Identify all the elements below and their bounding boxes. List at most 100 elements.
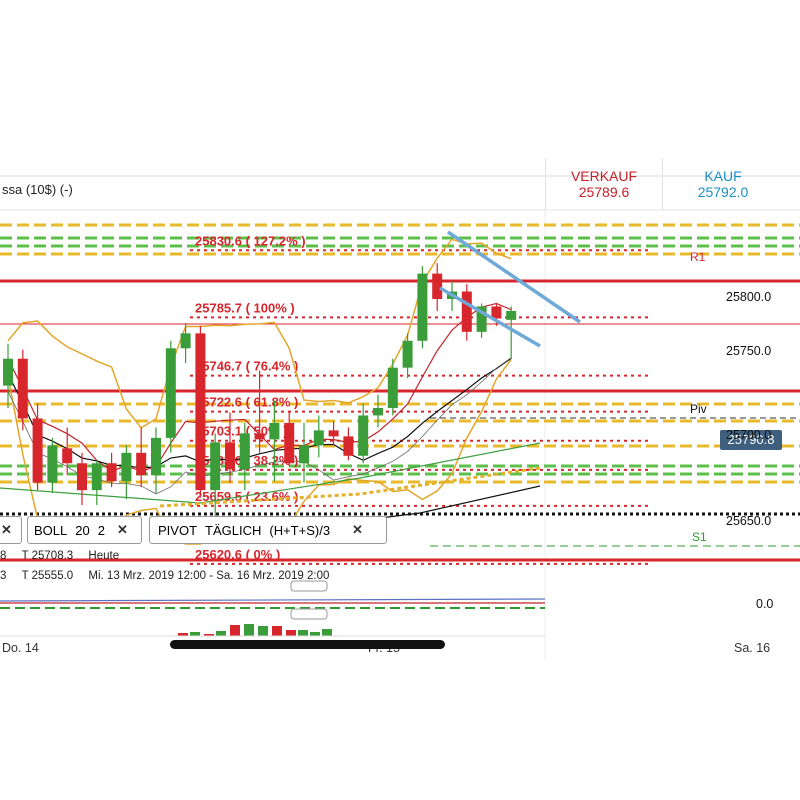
candle-body bbox=[343, 436, 354, 456]
info-period: Mi. 13 Mrz. 2019 12:00 - Sa. 16 Mrz. 201… bbox=[88, 570, 330, 582]
candle-body bbox=[506, 310, 517, 320]
candle-body bbox=[432, 273, 443, 299]
candle-body bbox=[417, 273, 428, 341]
candle-body bbox=[210, 442, 221, 491]
candle-body bbox=[328, 430, 339, 437]
time-axis-label: Sa. 16 bbox=[734, 641, 771, 655]
candle-body bbox=[402, 340, 413, 368]
info-prefix: 8 bbox=[0, 550, 7, 562]
close-icon[interactable]: ✕ bbox=[116, 522, 128, 537]
pivot-formula: (H+T+S)/3 bbox=[269, 522, 331, 538]
candle-body bbox=[269, 422, 280, 440]
candle-body bbox=[373, 408, 383, 416]
fib-level-label: 25722.6 ( 61.8% ) bbox=[195, 395, 298, 410]
info-low: T 25555.0 bbox=[21, 570, 74, 582]
candle-body bbox=[239, 433, 250, 470]
volume-bar bbox=[204, 634, 214, 636]
close-icon[interactable]: ✕ bbox=[1, 522, 12, 537]
price-axis-label: 25700.0 bbox=[726, 428, 772, 442]
instrument-title: ssa (10$) (-) bbox=[2, 182, 73, 197]
oscillator-line bbox=[0, 598, 546, 602]
candle-body bbox=[387, 367, 398, 408]
fib-level-label: 25746.7 ( 76.4% ) bbox=[195, 359, 298, 374]
candle-body bbox=[47, 445, 58, 483]
volume-bar bbox=[178, 633, 188, 636]
candle-body bbox=[17, 358, 28, 419]
candle-body bbox=[225, 442, 235, 470]
buy-price: 25792.0 bbox=[697, 184, 749, 200]
price-axis-label: 25650.0 bbox=[726, 514, 772, 528]
candle-body bbox=[476, 306, 487, 332]
sell-label: VERKAUF bbox=[570, 168, 638, 184]
volume-bar bbox=[286, 630, 296, 636]
volume-bar bbox=[230, 625, 240, 636]
chart-area[interactable]: 25830.6 ( 127.2% ) 25785.7 ( 100% ) 25746.… bbox=[0, 158, 800, 660]
home-indicator[interactable] bbox=[170, 640, 445, 649]
candle-body bbox=[165, 348, 176, 438]
candle-body bbox=[91, 463, 102, 491]
close-icon[interactable]: ✕ bbox=[352, 522, 363, 537]
candlestick-chart[interactable]: 25830.6 ( 127.2% ) 25785.7 ( 100% ) 25746.… bbox=[0, 158, 800, 660]
info-period: Heute bbox=[88, 550, 120, 562]
volume-bar bbox=[298, 630, 308, 636]
boll-period: 20 bbox=[75, 522, 90, 538]
boll-indicator-chip[interactable]: BOLL 20 2 ✕ bbox=[27, 516, 142, 544]
volume-bar bbox=[258, 626, 268, 636]
volume-bar bbox=[216, 631, 226, 636]
buy-button[interactable]: KAUF 25792.0 bbox=[663, 158, 783, 210]
pivot-name: PIVOT bbox=[158, 522, 198, 538]
info-line-range: 3 T 25555.0 Mi. 13 Mrz. 2019 12:00 - Sa.… bbox=[0, 570, 329, 582]
candle-body bbox=[151, 437, 161, 476]
candle-body bbox=[284, 422, 295, 464]
boll-name: BOLL bbox=[34, 522, 68, 538]
candle-body bbox=[461, 291, 472, 332]
price-axis-label: 0.0 bbox=[756, 597, 774, 611]
time-axis-label: Do. 14 bbox=[2, 641, 39, 655]
pivot-mode: TÄGLICH bbox=[205, 522, 262, 538]
sell-price: 25789.6 bbox=[578, 184, 630, 200]
pivot-indicator-chip[interactable]: PIVOT TÄGLICH (H+T+S)/3 ✕ bbox=[149, 516, 387, 544]
trend-line-upper bbox=[447, 230, 581, 324]
moving-average bbox=[7, 357, 512, 469]
candle-body bbox=[106, 463, 117, 482]
trend-line-lower bbox=[439, 286, 541, 348]
panel-resize-handle bbox=[290, 580, 328, 592]
candle-body bbox=[195, 333, 206, 491]
candle-body bbox=[3, 358, 13, 386]
panel-resize-handle bbox=[290, 608, 328, 620]
candle-body bbox=[358, 415, 369, 456]
candle-body bbox=[254, 433, 265, 440]
boll-dev: 2 bbox=[97, 522, 105, 538]
volume-bar bbox=[310, 632, 320, 636]
volume-bar bbox=[244, 624, 254, 636]
candle-body bbox=[77, 463, 87, 491]
moving-average bbox=[159, 466, 541, 508]
candle-body bbox=[180, 333, 191, 349]
candle-body bbox=[32, 418, 43, 483]
price-axis-label: 25750.0 bbox=[726, 344, 772, 358]
indicator-chip-partial[interactable]: ✕ bbox=[0, 516, 22, 544]
candle-body bbox=[313, 430, 324, 446]
moving-average bbox=[0, 442, 541, 504]
volume-bar bbox=[190, 632, 200, 636]
fib-level-label: 25620.6 ( 0% ) bbox=[195, 547, 280, 562]
current-price-tag: 25790.8 bbox=[720, 430, 782, 450]
candle-body bbox=[491, 306, 502, 319]
candle-body bbox=[136, 452, 147, 476]
volume-bar bbox=[322, 629, 332, 636]
info-prefix: 3 bbox=[0, 570, 7, 582]
candle-body bbox=[62, 448, 73, 464]
sell-button[interactable]: VERKAUF 25789.6 bbox=[545, 158, 663, 210]
info-low: T 25708.3 bbox=[21, 550, 74, 562]
pivot-piv-label: Piv bbox=[690, 402, 707, 416]
volume-bar bbox=[272, 626, 282, 636]
buy-label: KAUF bbox=[704, 168, 742, 184]
pivot-r1-label: R1 bbox=[690, 250, 706, 264]
candle-body bbox=[121, 452, 132, 482]
pivot-s1-label: S1 bbox=[692, 530, 707, 544]
fib-level-label: 25830.6 ( 127.2% ) bbox=[195, 233, 306, 248]
info-line-today: 8 T 25708.3 Heute bbox=[0, 550, 119, 562]
candle-body bbox=[299, 445, 309, 464]
price-axis-label: 25800.0 bbox=[726, 290, 772, 304]
fib-level-label: 25785.7 ( 100% ) bbox=[195, 300, 295, 315]
